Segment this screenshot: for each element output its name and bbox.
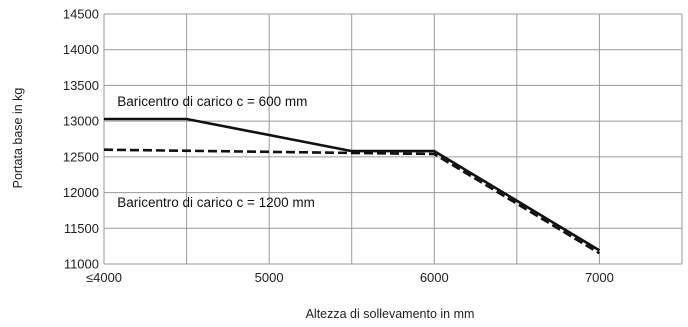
y-tick-label: 13500 <box>63 78 99 93</box>
series-line-c600 <box>104 117 601 252</box>
y-tick-label: 13000 <box>63 114 99 129</box>
series-line-c1200 <box>103 148 601 255</box>
annotations: Baricentro di carico c = 600 mm Baricentr… <box>117 94 315 210</box>
series-annotation-c600: Baricentro di carico c = 600 mm <box>117 94 307 109</box>
y-tick-label: 11000 <box>64 257 99 272</box>
tick-labels: 11000 11500 12000 12500 13000 13500 14000 14500… <box>63 7 614 286</box>
y-tick-label: 14000 <box>63 42 99 57</box>
y-tick-label: 11500 <box>64 221 99 236</box>
x-tick-label: 5000 <box>255 270 284 285</box>
series-lines <box>103 117 601 255</box>
grid <box>103 13 683 265</box>
x-axis-title: Altezza di sollevamento in mm <box>306 307 475 321</box>
x-tick-label: 7000 <box>585 270 614 285</box>
y-axis-title: Portata base in kg <box>11 88 25 189</box>
y-tick-label: 14500 <box>63 7 99 22</box>
series-annotation-c1200: Baricentro di carico c = 1200 mm <box>117 195 315 210</box>
y-tick-label: 12000 <box>63 185 99 200</box>
x-tick-label: ≤4000 <box>86 270 122 285</box>
y-tick-label: 12500 <box>63 149 99 164</box>
x-tick-label: 6000 <box>420 270 449 285</box>
